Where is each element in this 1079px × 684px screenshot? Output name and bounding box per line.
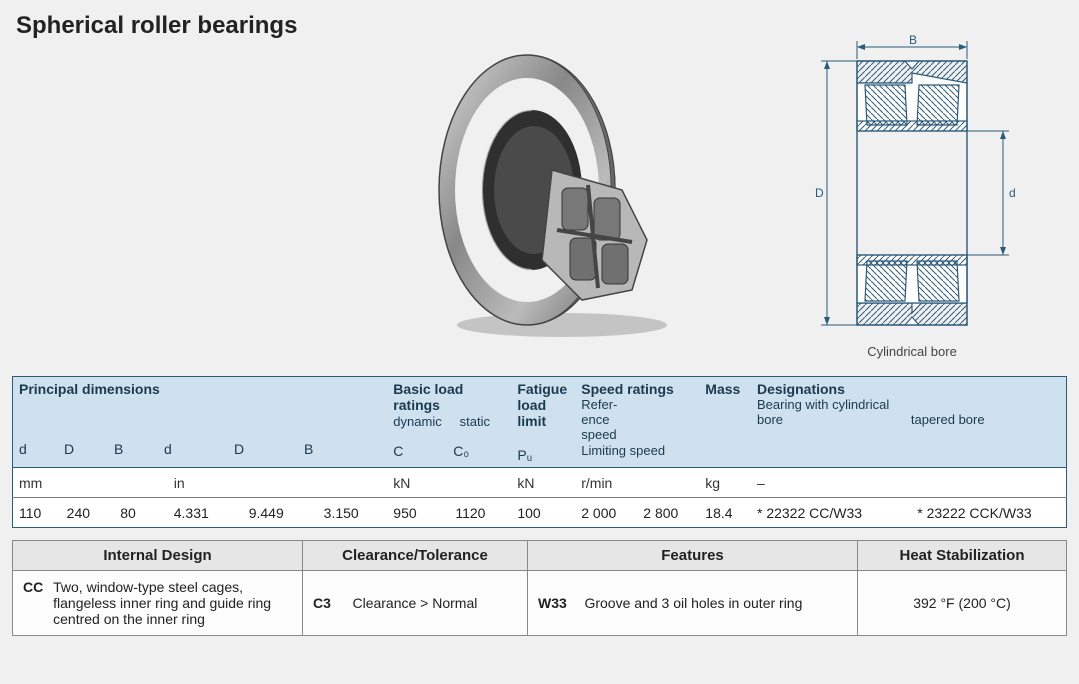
hdr-basicload: Basic load ratings	[393, 381, 463, 413]
unit-mm: mm	[13, 468, 168, 498]
feat-heat-cell: 392 °F (200 °C)	[858, 571, 1067, 636]
hdr-fatigue: Fatigue load limit	[517, 381, 567, 429]
tech-drawing-caption: Cylindrical bore	[787, 344, 1037, 359]
spec-table: Principal dimensions d D B d D B Basic l…	[12, 376, 1067, 528]
feat-clearance-text: Clearance > Normal	[352, 595, 477, 611]
sym-d: d	[19, 441, 64, 457]
cell-Pu: 100	[511, 498, 575, 528]
cell-d-mm: 110	[13, 498, 61, 528]
hdr-limspeed: Limiting speed	[581, 443, 665, 458]
hdr-refspeed: Refer-ence speed	[581, 397, 636, 442]
spec-units-row: mm in kN kN r/min kg –	[13, 468, 1067, 498]
cell-B-in: 3.150	[318, 498, 388, 528]
dim-b-label: B	[909, 35, 917, 47]
cell-D-in: 9.449	[243, 498, 318, 528]
cell-limspeed: 2 800	[637, 498, 699, 528]
spec-data-row: 110 240 80 4.331 9.449 3.150 950 1120 10…	[13, 498, 1067, 528]
cell-des-tap: * 23222 CCK/W33	[911, 498, 1066, 528]
unit-kn2: kN	[511, 468, 575, 498]
cell-C0: 1120	[449, 498, 511, 528]
feat-internal-code: CC	[23, 579, 43, 595]
sym-C: C	[393, 443, 453, 459]
sym-B: B	[114, 441, 164, 457]
features-table: Internal Design Clearance/Tolerance Feat…	[12, 540, 1067, 636]
sym-D2: D	[234, 441, 304, 457]
feat-clearance-code: C3	[313, 595, 331, 611]
feat-internal-text: Two, window-type steel cages, flangeless…	[53, 579, 283, 627]
hdr-des-cyl: Bearing with cylindrical bore	[757, 397, 907, 427]
feat-features-cell: W33 Groove and 3 oil holes in outer ring	[528, 571, 858, 636]
cell-des-cyl: * 22322 CC/W33	[751, 498, 911, 528]
feat-clearance-cell: C3 Clearance > Normal	[303, 571, 528, 636]
cell-d-in: 4.331	[168, 498, 243, 528]
hdr-principal: Principal dimensions	[19, 381, 160, 397]
unit-dash: –	[751, 468, 1067, 498]
hdr-speed: Speed ratings	[581, 381, 674, 397]
feat-features-code: W33	[538, 595, 567, 611]
hdr-mass: Mass	[705, 381, 740, 397]
hdr-static: static	[460, 414, 490, 429]
feat-hdr-internal: Internal Design	[13, 541, 303, 571]
feat-header-row: Internal Design Clearance/Tolerance Feat…	[13, 541, 1067, 571]
feat-internal-cell: CC Two, window-type steel cages, flangel…	[13, 571, 303, 636]
cell-D-mm: 240	[61, 498, 115, 528]
sym-C0: C₀	[453, 443, 469, 459]
sym-d2: d	[164, 441, 234, 457]
technical-drawing: B D d	[787, 35, 1037, 359]
unit-kn: kN	[387, 468, 511, 498]
cell-C: 950	[387, 498, 449, 528]
unit-rmin: r/min	[575, 468, 699, 498]
cell-refspeed: 2 000	[575, 498, 637, 528]
sym-D: D	[64, 441, 114, 457]
bearing-3d-illustration	[432, 40, 692, 345]
feat-features-text: Groove and 3 oil holes in outer ring	[584, 595, 844, 611]
hdr-des-tap: tapered bore	[911, 412, 985, 427]
cell-B-mm: 80	[114, 498, 168, 528]
sym-Pu: Pᵤ	[517, 447, 569, 463]
page-container: Spherical roller bearings	[0, 0, 1079, 684]
dim-D-label: D	[815, 186, 824, 200]
hdr-dynamic: dynamic	[393, 414, 441, 429]
hdr-designations: Designations	[757, 381, 845, 397]
unit-kg: kg	[699, 468, 751, 498]
feat-hdr-clearance: Clearance/Tolerance	[303, 541, 528, 571]
spec-header-row: Principal dimensions d D B d D B Basic l…	[13, 377, 1067, 468]
cell-mass: 18.4	[699, 498, 751, 528]
hero-row: B D d	[12, 40, 1067, 360]
feat-data-row: CC Two, window-type steel cages, flangel…	[13, 571, 1067, 636]
dim-d-label: d	[1009, 186, 1016, 200]
unit-in: in	[168, 468, 388, 498]
feat-hdr-features: Features	[528, 541, 858, 571]
sym-B2: B	[304, 441, 369, 457]
feat-hdr-heat: Heat Stabilization	[858, 541, 1067, 571]
